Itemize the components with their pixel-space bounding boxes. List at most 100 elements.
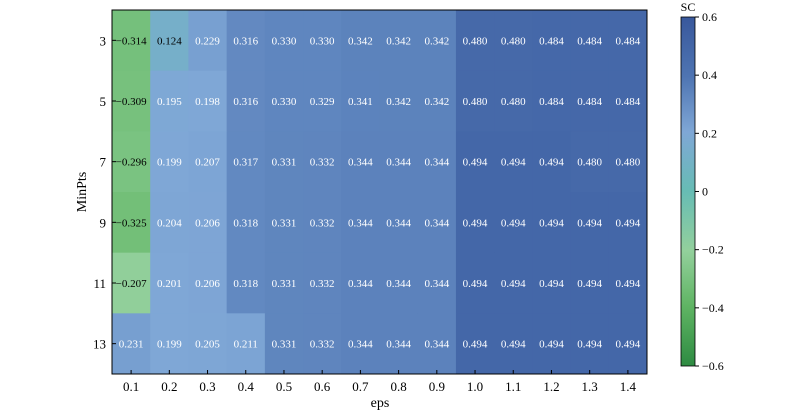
heatmap-cell-11-0.1 (112, 252, 151, 314)
heatmap-cell-9-0.6 (303, 192, 342, 254)
heatmap-cell-11-1.4 (608, 252, 648, 314)
heatmap-cell-13-1.3 (570, 313, 610, 375)
colorbar-tick-label: −0.4 (702, 301, 724, 315)
cell-value-label-3-0.5: 0.330 (272, 35, 297, 47)
cell-value-label-11-0.4: 0.318 (233, 278, 258, 290)
cell-value-label-3-0.4: 0.316 (233, 35, 258, 47)
heatmap-cell-3-0.2 (150, 10, 189, 72)
cell-value-label-7-0.3: 0.207 (195, 157, 220, 169)
heatmap-cell-3-0.3 (188, 10, 228, 72)
heatmap-cell-3-0.5 (264, 10, 304, 72)
x-tick-label-1.2: 1.2 (543, 379, 559, 394)
cell-value-label-13-0.2: 0.199 (157, 339, 182, 351)
cell-value-label-11-0.8: 0.344 (386, 278, 411, 290)
heatmap-cell-5-1.4 (608, 70, 648, 132)
cell-value-label-5-0.1: −0.309 (116, 96, 147, 108)
cell-value-label-5-0.4: 0.316 (233, 96, 258, 108)
y-tick-label-11: 11 (93, 276, 106, 291)
cell-value-label-7-0.4: 0.317 (233, 157, 258, 169)
x-tick-label-1.1: 1.1 (505, 379, 521, 394)
cell-value-label-13-0.5: 0.331 (272, 339, 297, 351)
cell-value-label-5-1.2: 0.484 (539, 96, 564, 108)
heatmap-cell-9-0.5 (264, 192, 304, 254)
cell-value-label-5-0.2: 0.195 (157, 96, 182, 108)
cell-value-label-11-1.0: 0.494 (463, 278, 488, 290)
x-tick-label-0.1: 0.1 (123, 379, 139, 394)
cell-value-label-3-0.6: 0.330 (310, 35, 335, 47)
heatmap-cell-7-1.1 (494, 131, 533, 193)
colorbar-tick-label: −0.2 (702, 243, 724, 257)
cell-value-label-9-1.1: 0.494 (501, 217, 526, 229)
heatmap-cell-13-0.4 (226, 313, 266, 375)
heatmap-cell-7-1.4 (608, 131, 648, 193)
cell-value-label-3-0.1: −0.314 (116, 35, 147, 47)
heatmap-cell-13-0.3 (188, 313, 228, 375)
heatmap-cells (112, 10, 648, 375)
cell-value-label-9-0.9: 0.344 (424, 217, 449, 229)
heatmap-cell-3-1.3 (570, 10, 610, 72)
cell-value-label-3-1.3: 0.484 (577, 35, 602, 47)
x-tick-label-0.2: 0.2 (161, 379, 177, 394)
heatmap-cell-5-0.9 (417, 70, 457, 132)
heatmap-cell-3-0.6 (303, 10, 342, 72)
x-tick-label-0.9: 0.9 (429, 379, 445, 394)
cell-value-label-9-1.2: 0.494 (539, 217, 564, 229)
heatmap-cell-5-0.7 (341, 70, 380, 132)
cell-value-label-11-1.1: 0.494 (501, 278, 526, 290)
x-tick-label-0.8: 0.8 (390, 379, 406, 394)
x-tick-label-0.6: 0.6 (314, 379, 331, 394)
heatmap-cell-9-0.3 (188, 192, 228, 254)
heatmap-cell-9-0.7 (341, 192, 380, 254)
heatmap-cell-5-1.0 (455, 70, 495, 132)
heatmap-cell-13-0.7 (341, 313, 380, 375)
heatmap-cell-13-1.2 (532, 313, 572, 375)
x-tick-label-0.7: 0.7 (352, 379, 369, 394)
heatmap-cell-3-0.7 (341, 10, 380, 72)
cell-value-label-13-0.8: 0.344 (386, 339, 411, 351)
cell-value-label-5-1.4: 0.484 (616, 96, 641, 108)
colorbar-label: SC (681, 0, 696, 14)
heatmap-cell-3-0.8 (379, 10, 419, 72)
cell-value-label-5-0.9: 0.342 (424, 96, 449, 108)
colorbar (680, 16, 696, 367)
heatmap-cell-3-1.0 (455, 10, 495, 72)
cell-value-label-7-0.9: 0.344 (424, 157, 449, 169)
heatmap-cell-9-0.4 (226, 192, 266, 254)
cell-value-label-13-1.1: 0.494 (501, 339, 526, 351)
heatmap-cell-5-1.3 (570, 70, 610, 132)
x-tick-label-1.4: 1.4 (620, 379, 637, 394)
cell-value-label-3-1.2: 0.484 (539, 35, 564, 47)
cell-value-label-11-0.3: 0.206 (195, 278, 220, 290)
cell-value-label-9-0.2: 0.204 (157, 217, 182, 229)
cell-value-label-13-1.0: 0.494 (463, 339, 488, 351)
heatmap-cell-3-0.1 (112, 10, 151, 72)
heatmap-cell-11-1.0 (455, 252, 495, 314)
cell-value-label-3-0.3: 0.229 (195, 35, 220, 47)
x-tick-label-1.0: 1.0 (467, 379, 483, 394)
heatmap-cell-11-0.5 (264, 252, 304, 314)
heatmap-cell-13-0.1 (112, 313, 151, 375)
cell-value-label-7-0.6: 0.332 (310, 157, 335, 169)
cell-value-label-3-1.1: 0.480 (501, 35, 526, 47)
heatmap-cell-9-0.8 (379, 192, 419, 254)
cell-value-label-7-1.2: 0.494 (539, 157, 564, 169)
y-axis: 3 5 7 9 11 13 (93, 33, 116, 352)
x-axis-title: eps (371, 396, 390, 410)
colorbar-tick-label: 0.4 (702, 68, 717, 82)
heatmap-cell-11-1.1 (494, 252, 533, 314)
cell-value-label-7-1.4: 0.480 (616, 157, 641, 169)
cell-value-label-3-1.4: 0.484 (616, 35, 641, 47)
colorbar-tick-label: −0.6 (702, 359, 724, 373)
x-axis: 0.1 0.2 0.3 0.4 0.5 0.6 0.7 0.8 0.9 1.0 1.1 1.2 1.3 1… (123, 370, 637, 394)
heatmap-cell-5-1.1 (494, 70, 533, 132)
cell-value-label-13-0.4: 0.211 (234, 339, 258, 351)
cell-value-label-5-0.5: 0.330 (272, 96, 297, 108)
heatmap-cell-11-0.4 (226, 252, 266, 314)
heatmap-cell-7-0.8 (379, 131, 419, 193)
cell-value-label-11-0.9: 0.344 (424, 278, 449, 290)
heatmap-cell-3-1.1 (494, 10, 533, 72)
heatmap-cell-13-0.8 (379, 313, 419, 375)
heatmap-cell-7-0.5 (264, 131, 304, 193)
cell-value-label-13-0.1: 0.231 (119, 339, 144, 351)
